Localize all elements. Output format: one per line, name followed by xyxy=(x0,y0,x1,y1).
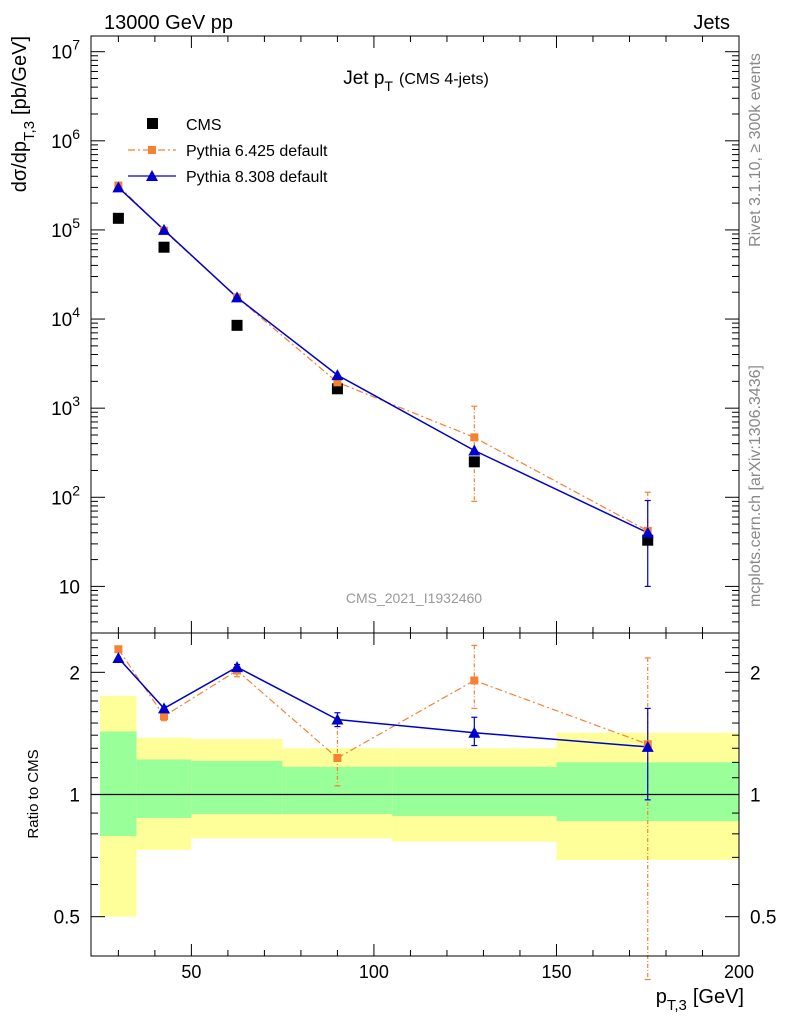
y-tick-label-exponent: 2 xyxy=(72,482,80,498)
ratio-plot: 50 100 150 200 0.5 0.5 1 1 2 2 Ratio to CMS pT,3 [… xyxy=(25,632,776,1014)
y-tick-label: 106 xyxy=(51,126,80,153)
pythia8-line xyxy=(117,186,649,534)
stat-uncertainty-band xyxy=(136,759,192,819)
ratio-y-tick-label-left: 2 xyxy=(69,663,80,684)
cms-data-point xyxy=(158,241,170,253)
ratio-pythia8-point xyxy=(158,702,171,714)
y-tick-label-base: 10 xyxy=(51,488,72,509)
ratio-pythia8-line xyxy=(117,657,648,748)
plot-title: Jet pT (CMS 4-jets) xyxy=(343,68,489,94)
cms-data-point xyxy=(231,319,243,331)
ratio-pythia8-point xyxy=(641,740,654,752)
cms-data-point xyxy=(468,456,480,468)
ratio-pythia6-point xyxy=(160,712,169,721)
ratio-pythia6-point xyxy=(333,754,342,763)
ratio-pythia6-point xyxy=(470,676,479,685)
ratio-plot-ticks: 50 100 150 200 0.5 0.5 1 1 2 2 xyxy=(54,632,776,982)
main-y-axis-label-unit: [pb/GeV] xyxy=(9,36,31,115)
main-y-axis-label-sub: T,3 xyxy=(21,121,38,141)
legend: CMS Pythia 6.425 default Pythia 8.308 de… xyxy=(128,117,328,186)
y-tick-label: 102 xyxy=(51,482,80,509)
y-tick-label-base: 10 xyxy=(51,132,72,153)
ratio-y-tick-label-right: 0.5 xyxy=(750,908,776,929)
ratio-pythia8-point xyxy=(331,713,344,725)
plot-title-note: (CMS 4-jets) xyxy=(399,71,489,88)
y-tick-label-exponent: 7 xyxy=(72,37,80,53)
ratio-pythia6-point xyxy=(114,645,123,654)
analysis-watermark: CMS_2021_I1932460 xyxy=(346,590,482,606)
ratio-y-tick-label-left: 0.5 xyxy=(54,908,80,929)
ratio-pythia8-point xyxy=(468,726,481,738)
mcplots-note: mcplots.cern.ch [arXiv:1306.3436] xyxy=(747,365,764,607)
x-axis-label-unit: [GeV] xyxy=(693,986,744,1008)
plot-title-main: Jet p xyxy=(343,68,384,89)
pythia6-point xyxy=(333,378,342,387)
rivet-version-note: Rivet 3.1.10, ≥ 300k events xyxy=(747,53,764,247)
ratio-pythia8-point xyxy=(231,661,244,673)
y-tick-label-exponent: 3 xyxy=(72,393,80,409)
cms-data-point xyxy=(331,383,343,395)
pythia8-point xyxy=(158,223,171,235)
stat-uncertainty-band xyxy=(282,766,393,815)
pythia8-point xyxy=(231,291,244,303)
main-plot-series xyxy=(112,181,654,588)
y-tick-label-exponent: 6 xyxy=(72,126,80,142)
ratio-plot-series xyxy=(112,644,654,981)
ratio-plot-bands xyxy=(100,695,739,917)
x-tick-label: 50 xyxy=(181,962,201,982)
y-tick-label-base: 10 xyxy=(51,221,72,242)
stat-uncertainty-band xyxy=(392,766,557,817)
ratio-y-tick-label-right: 2 xyxy=(750,663,761,684)
legend-entry-pythia8: Pythia 8.308 default xyxy=(186,169,328,186)
y-tick-label: 105 xyxy=(51,215,80,242)
x-axis-label-sub: T,3 xyxy=(667,997,687,1014)
pythia8-point xyxy=(112,181,125,193)
y-tick-label-base: 10 xyxy=(51,43,72,64)
y-tick-label: 107 xyxy=(51,37,80,64)
x-axis-label-main: p xyxy=(656,986,667,1008)
ratio-y-tick-label-left: 1 xyxy=(69,786,80,807)
legend-marker-pythia6 xyxy=(148,146,156,154)
ratio-plot-frame xyxy=(90,632,740,957)
ratio-pythia8-point xyxy=(112,651,125,663)
pythia6-line xyxy=(117,185,649,532)
y-tick-label-base: 10 xyxy=(51,399,72,420)
legend-entry-pythia6: Pythia 6.425 default xyxy=(186,143,328,160)
stat-uncertainty-band xyxy=(100,731,137,837)
header-left-label: 13000 GeV pp xyxy=(104,12,233,34)
legend-marker-pythia8 xyxy=(146,170,158,181)
x-tick-label: 200 xyxy=(724,962,754,982)
header-right-label: Jets xyxy=(693,12,730,34)
y-tick-label: 104 xyxy=(51,304,80,331)
main-y-axis-label: dσ/dpT,3 [pb/GeV] xyxy=(9,36,38,192)
x-axis-label: pT,3 [GeV] xyxy=(656,986,744,1014)
pythia8-point xyxy=(641,526,654,538)
legend-marker-cms xyxy=(147,118,158,129)
stat-uncertainty-band xyxy=(191,760,283,815)
y-tick-label-exponent: 4 xyxy=(72,304,80,320)
x-tick-label: 100 xyxy=(359,962,389,982)
pythia8-point xyxy=(331,369,344,381)
pythia6-point xyxy=(470,433,479,442)
cms-data-point xyxy=(112,212,124,224)
ratio-y-axis-label: Ratio to CMS xyxy=(25,749,42,838)
y-tick-label: 103 xyxy=(51,393,80,420)
cms-data-point xyxy=(642,534,654,546)
y-tick-label-exponent: 5 xyxy=(72,215,80,231)
main-y-axis-label-main: dσ/dp xyxy=(9,141,31,192)
pythia8-point xyxy=(468,444,481,456)
y-tick-label: 10 xyxy=(59,577,80,598)
legend-entry-cms: CMS xyxy=(186,117,222,134)
ratio-y-tick-label-right: 1 xyxy=(750,786,761,807)
plot-title-sub: T xyxy=(384,78,393,94)
y-tick-label-base: 10 xyxy=(51,310,72,331)
x-tick-label: 150 xyxy=(541,962,571,982)
